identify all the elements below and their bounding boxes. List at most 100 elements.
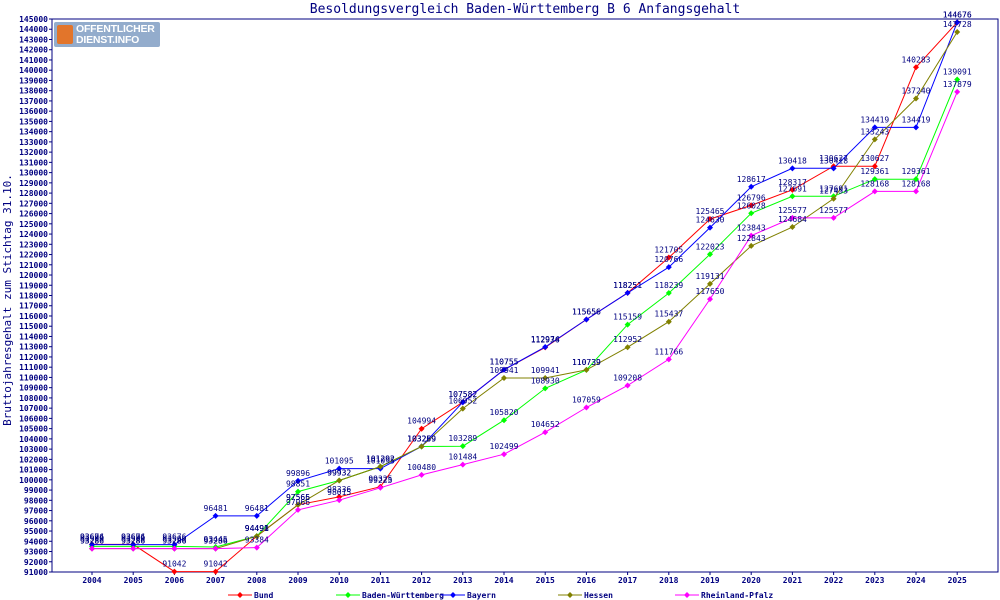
data-point-hessen <box>459 405 466 412</box>
data-label-baden-w-rttemberg: 118239 <box>654 281 683 290</box>
data-label-hessen: 122843 <box>737 234 766 243</box>
data-label-hessen: 115437 <box>654 310 683 319</box>
data-label-baden-w-rttemberg: 139091 <box>943 68 972 77</box>
data-label-baden-w-rttemberg: 110739 <box>572 358 601 367</box>
series-line-bund <box>92 21 958 573</box>
legend-marker-rheinland-pfalz <box>684 592 690 598</box>
data-label-bund: 126796 <box>737 193 766 202</box>
data-point-rheinland-pfalz <box>501 451 507 458</box>
data-point-bund <box>748 202 755 209</box>
data-label-baden-w-rttemberg: 127691 <box>819 184 848 193</box>
data-point-bund <box>418 425 425 432</box>
data-label-bund: 93694 <box>80 532 104 541</box>
data-label-bund: 118251 <box>613 281 642 290</box>
data-point-baden-w-rttemberg <box>459 443 466 450</box>
y-tick-label: 95000 <box>24 527 48 536</box>
data-point-rheinland-pfalz <box>954 88 961 95</box>
x-tick-label: 2005 <box>124 576 143 585</box>
data-label-baden-w-rttemberg: 93500 <box>80 534 104 543</box>
data-label-baden-w-rttemberg: 105820 <box>490 408 519 417</box>
y-tick-label: 121000 <box>19 261 48 270</box>
data-point-baden-w-rttemberg <box>789 193 796 200</box>
data-point-hessen <box>748 242 755 249</box>
x-tick-label: 2020 <box>742 576 761 585</box>
y-tick-label: 128000 <box>19 189 48 198</box>
data-point-bayern <box>295 477 301 484</box>
y-tick-label: 137000 <box>19 97 48 106</box>
y-tick-label: 103000 <box>19 445 48 454</box>
y-tick-label: 114000 <box>19 332 48 341</box>
legend-marker-bund <box>237 592 243 598</box>
data-label-bund: 98336 <box>327 485 351 494</box>
data-label-bayern: 101095 <box>325 457 354 466</box>
data-point-bayern <box>171 541 178 548</box>
data-label-bund: 93694 <box>121 532 145 541</box>
data-label-bund: 91042 <box>204 560 228 569</box>
y-tick-label: 117000 <box>19 302 48 311</box>
x-tick-label: 2018 <box>659 576 678 585</box>
data-point-baden-w-rttemberg <box>295 488 301 495</box>
data-point-bayern <box>89 541 95 548</box>
y-tick-label: 130000 <box>19 169 48 178</box>
x-tick-label: 2017 <box>618 576 637 585</box>
data-label-rheinland-pfalz: 125577 <box>819 206 848 215</box>
data-point-bayern <box>954 19 961 26</box>
plot-border <box>51 18 999 573</box>
data-point-bayern <box>665 264 672 271</box>
data-point-baden-w-rttemberg <box>665 290 672 297</box>
data-point-baden-w-rttemberg <box>871 176 878 183</box>
data-label-hessen: 119131 <box>696 272 725 281</box>
data-label-hessen: 103259 <box>407 434 436 443</box>
x-tick-label: 2009 <box>288 576 307 585</box>
x-tick-label: 2014 <box>494 576 513 585</box>
data-label-rheinland-pfalz: 93384 <box>245 536 269 545</box>
legend-label-bund: Bund <box>254 591 273 600</box>
y-tick-label: 99000 <box>24 486 48 495</box>
data-point-bayern <box>830 165 837 172</box>
series-line-rheinland-pfalz <box>92 91 958 550</box>
data-label-rheinland-pfalz: 117650 <box>696 287 725 296</box>
data-label-rheinland-pfalz: 98015 <box>327 488 351 497</box>
data-label-rheinland-pfalz: 104652 <box>531 420 560 429</box>
data-label-bund: 112936 <box>531 335 560 344</box>
x-tick-label: 2011 <box>371 576 390 585</box>
legend-label-hessen: Hessen <box>584 591 613 600</box>
data-label-bayern: 130418 <box>778 156 807 165</box>
x-tick-label: 2024 <box>906 576 925 585</box>
data-point-bayern <box>624 289 631 296</box>
y-tick-label: 102000 <box>19 455 48 464</box>
data-label-baden-w-rttemberg: 103259 <box>407 434 436 443</box>
data-point-rheinland-pfalz <box>89 545 95 552</box>
legend-marker-baden-w-rttemberg <box>345 592 351 598</box>
y-tick-label: 145000 <box>19 15 48 24</box>
data-label-baden-w-rttemberg: 126028 <box>737 201 766 210</box>
series-line-bayern <box>92 22 958 546</box>
data-label-hessen: 133243 <box>860 127 889 136</box>
data-point-bund <box>913 64 919 71</box>
data-label-hessen: 112952 <box>613 335 642 344</box>
data-point-rheinland-pfalz <box>336 497 343 504</box>
data-point-rheinland-pfalz <box>130 545 137 552</box>
data-label-bund: 130627 <box>860 154 889 163</box>
y-tick-label: 143000 <box>19 35 48 44</box>
data-point-baden-w-rttemberg <box>624 321 631 328</box>
data-label-baden-w-rttemberg: 94498 <box>245 524 269 533</box>
data-point-bund <box>171 568 178 575</box>
data-label-bayern: 112974 <box>531 335 560 344</box>
data-point-hessen <box>542 375 549 382</box>
data-label-bayern: 101095 <box>366 457 395 466</box>
data-point-hessen <box>707 280 713 287</box>
data-label-rheinland-pfalz: 125577 <box>778 206 807 215</box>
y-tick-label: 96000 <box>24 517 48 526</box>
data-label-hessen: 110739 <box>572 358 601 367</box>
data-label-baden-w-rttemberg: 122023 <box>696 242 725 251</box>
data-label-bayern: 110755 <box>490 358 519 367</box>
data-label-hessen: 127453 <box>819 187 848 196</box>
y-tick-label: 141000 <box>19 56 48 65</box>
data-label-hessen: 97565 <box>286 493 310 502</box>
data-point-bayern <box>130 541 137 548</box>
x-tick-label: 2004 <box>82 576 101 585</box>
data-label-bayern: 103269 <box>407 434 436 443</box>
data-point-hessen <box>501 375 507 382</box>
